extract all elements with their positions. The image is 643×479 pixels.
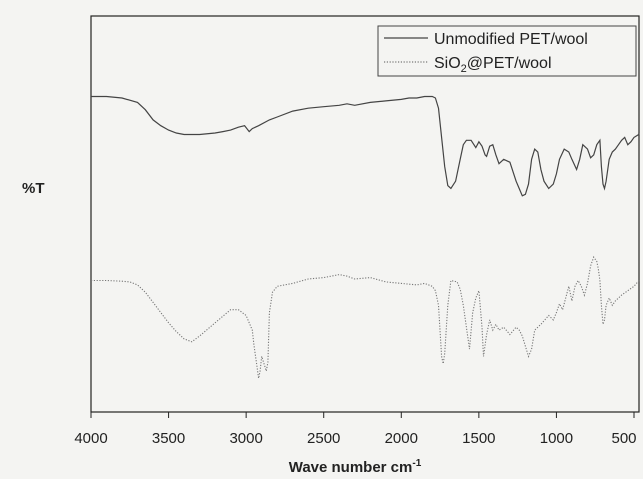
- x-axis-ticks: 4000 3500 3000 2500 2000 1500 1000 500: [74, 412, 637, 447]
- series-line-1: [91, 255, 640, 379]
- x-tick-label: 3000: [229, 430, 262, 447]
- legend: Unmodified PET/wool SiO2@PET/wool: [377, 25, 637, 77]
- x-tick-label: 3500: [152, 430, 185, 447]
- x-axis-label: Wave number cm-1: [289, 458, 422, 476]
- y-axis-label: %T: [22, 180, 45, 197]
- x-tick-label: 1500: [462, 430, 495, 447]
- series-layer: [91, 95, 640, 379]
- series-line-0: [91, 95, 640, 197]
- x-tick-label: 2000: [385, 430, 418, 447]
- legend-label-unmodified: Unmodified PET/wool: [434, 31, 588, 48]
- legend-box: [377, 25, 637, 77]
- plot-frame: [90, 15, 640, 413]
- x-tick-label: 500: [611, 430, 636, 447]
- x-tick-label: 1000: [540, 430, 573, 447]
- x-axis-label-superscript: -1: [412, 458, 421, 469]
- legend-label-sio2: SiO2@PET/wool: [434, 55, 552, 75]
- x-axis-label-text: Wave number cm: [289, 459, 413, 476]
- x-tick-label: 2500: [307, 430, 340, 447]
- x-tick-label: 4000: [74, 430, 107, 447]
